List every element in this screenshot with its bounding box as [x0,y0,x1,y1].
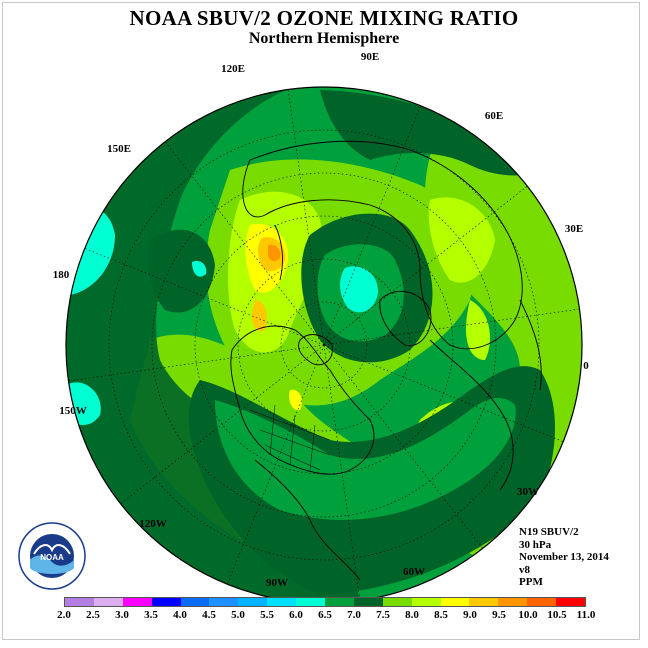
lon-label-150w: 150W [59,405,87,417]
meridian-line [323,344,484,549]
coastlines [230,140,542,581]
colorbar-tick-label: 8.5 [434,609,448,621]
meridian-line [287,89,325,346]
lon-label-90e: 90E [361,51,379,63]
meridian-line [120,344,325,505]
colorbar-cell [382,598,412,606]
lon-label-120e: 120E [221,63,245,75]
colorbar-tick-label: 10.0 [518,609,538,621]
page-title: NOAA SBUV/2 OZONE MIXING RATIO [129,6,519,30]
colorbar-tick-label: 4.5 [202,609,216,621]
lon-label-0: 0 [583,360,589,372]
colorbar-tick-label: 8.0 [405,609,419,621]
colorbar-cell [527,598,557,606]
colorbar-cell [498,598,528,606]
lon-label-30w: 30W [517,486,539,498]
colorbar-cell [180,598,210,606]
colorbar-tick-label: 2.5 [86,609,100,621]
colorbar-tick-label: 10.5 [547,609,567,621]
meridian-line [323,185,528,346]
units-label: PPM [519,576,543,588]
lon-label-120w: 120W [139,518,167,530]
longitude-labels: 90E 60E 30E 0 30W 60W 90W 120W 150W 180 … [53,51,590,589]
colorbar-cell [469,598,499,606]
colorbar-tick-label: 7.0 [347,609,361,621]
page-subtitle: Northern Hemisphere [248,30,400,47]
us-state-lines [249,404,331,471]
colorbar-cell [93,598,123,606]
pressure-level-label: 30 hPa [519,538,552,551]
meridian-line [323,344,564,442]
meridian-line [323,308,580,346]
colorbar-tick-label: 5.0 [231,609,245,621]
colorbar-tick-label: 9.0 [463,609,477,621]
colorbar [64,597,586,607]
colorbar-ticks: 2.0 2.5 3.0 3.5 4.0 4.5 5.0 5.5 6.0 6.5 7.0 7.5 8.0 8… [57,609,595,623]
noaa-logo-text: NOAA [40,553,64,562]
date-label: November 13, 2014 [519,551,609,563]
graticule [108,129,540,561]
figure-frame [2,2,640,640]
lon-label-150e: 150E [107,143,131,155]
colorbar-tick-label: 5.5 [260,609,274,621]
lon-label-180: 180 [53,269,70,281]
colorbar-tick-label: 11.0 [576,609,596,621]
colorbar-cell [122,598,152,606]
colorbar-tick-label: 6.5 [318,609,332,621]
noaa-logo: NOAA [18,522,86,590]
lon-label-30e: 30E [565,223,583,235]
colorbar-cell [209,598,239,606]
colorbar-tick-label: 4.0 [173,609,187,621]
colorbar-cell [267,598,297,606]
colorbar-cell [65,598,94,606]
meridian-line [227,344,325,585]
satellite-label: N19 SBUV/2 [519,526,579,538]
lon-label-90w: 90W [266,577,288,589]
colorbar-cell [556,598,586,606]
meridian-line [164,141,325,346]
colorbar-cell [238,598,268,606]
colorbar-tick-label: 3.5 [144,609,158,621]
lon-label-60e: 60E [485,110,503,122]
colorbar-cell [440,598,470,606]
colorbar-cell [411,598,441,606]
meridian-line [323,105,421,346]
colorbar-cell [296,598,326,606]
colorbar-cell [353,598,383,606]
meridian-line [84,248,325,346]
colorbar-tick-label: 7.5 [376,609,390,621]
colorbar-cell [325,598,354,606]
info-block: N19 SBUV/2 30 hPa November 13, 2014 v8 P… [519,526,609,589]
meridian-line [68,344,325,382]
colorbar-cell [151,598,181,606]
lon-label-60w: 60W [403,566,425,578]
colorbar-tick-label: 6.0 [289,609,303,621]
colorbar-tick-label: 2.0 [57,609,71,621]
version-label: v8 [519,563,530,576]
colorbar-tick-label: 3.0 [115,609,129,621]
colorbar-tick-label: 9.5 [492,609,506,621]
